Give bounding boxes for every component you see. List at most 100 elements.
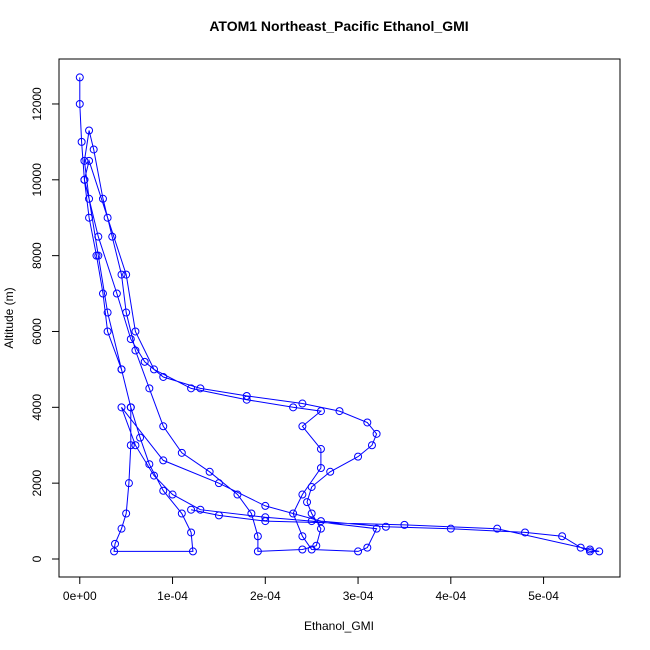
point (214, 511, 223, 520)
point (298, 422, 307, 431)
point (103, 327, 112, 336)
point (117, 365, 126, 374)
point (168, 490, 177, 499)
point (446, 524, 455, 533)
x-tick-label: 5e-04 (528, 589, 559, 603)
point (136, 433, 145, 442)
x-axis-label: Ethanol_GMI (304, 619, 374, 633)
point (85, 213, 94, 222)
chart-title: ATOM1 Northeast_Pacific Ethanol_GMI (209, 18, 468, 34)
point (149, 471, 158, 480)
y-tick-label: 8000 (30, 242, 44, 269)
point (187, 505, 196, 514)
point (85, 156, 94, 165)
point (117, 270, 126, 279)
profile-line (79, 77, 600, 552)
point (521, 528, 530, 537)
point (124, 479, 133, 488)
x-tick-label: 1e-04 (157, 589, 188, 603)
point (326, 467, 335, 476)
point (289, 509, 298, 518)
point (77, 137, 86, 146)
point (80, 175, 89, 184)
x-tick-label: 4e-04 (435, 589, 466, 603)
point (316, 445, 325, 454)
point (131, 441, 140, 450)
point (316, 407, 325, 416)
y-tick-label: 6000 (30, 318, 44, 345)
point (80, 156, 89, 165)
point (493, 524, 502, 533)
y-tick-label: 0 (30, 555, 44, 562)
point (75, 99, 84, 108)
point (75, 73, 84, 82)
point (595, 547, 604, 556)
point (117, 524, 126, 533)
point (298, 545, 307, 554)
point (177, 448, 186, 457)
point (159, 372, 168, 381)
point (316, 463, 325, 472)
point (122, 270, 131, 279)
point (298, 490, 307, 499)
point (400, 520, 409, 529)
point (307, 545, 316, 554)
point (307, 482, 316, 491)
point (159, 486, 168, 495)
plot-frame (58, 58, 621, 578)
point (187, 384, 196, 393)
point (335, 407, 344, 416)
point (558, 532, 567, 541)
y-tick-label: 10000 (30, 163, 44, 197)
point (261, 517, 270, 526)
y-tick-label: 4000 (30, 394, 44, 421)
point (307, 509, 316, 518)
point (253, 547, 262, 556)
point (196, 505, 205, 514)
x-tick-label: 0e+00 (63, 589, 97, 603)
point (103, 213, 112, 222)
point (145, 460, 154, 469)
point (94, 232, 103, 241)
x-tick-label: 2e-04 (250, 589, 281, 603)
point (126, 403, 135, 412)
point (372, 429, 381, 438)
point (298, 532, 307, 541)
point (98, 289, 107, 298)
point (122, 308, 131, 317)
point (381, 522, 390, 531)
point (117, 403, 126, 412)
point (247, 509, 256, 518)
point (205, 467, 214, 476)
point (196, 384, 205, 393)
point (108, 232, 117, 241)
y-tick-label: 2000 (30, 469, 44, 496)
point (585, 545, 594, 554)
point (242, 395, 251, 404)
x-tick-label: 3e-04 (343, 589, 374, 603)
point (187, 528, 196, 537)
point (354, 452, 363, 461)
point (159, 456, 168, 465)
point (85, 194, 94, 203)
point (316, 517, 325, 526)
point (253, 532, 262, 541)
point (242, 391, 251, 400)
point (289, 403, 298, 412)
point (131, 327, 140, 336)
point (126, 335, 135, 344)
point (103, 308, 112, 317)
point (188, 547, 197, 556)
point (89, 145, 98, 154)
y-tick-label: 12000 (30, 87, 44, 121)
y-axis-label: Altitude (m) (2, 287, 16, 348)
point (85, 126, 94, 135)
point (126, 441, 135, 450)
point (372, 524, 381, 533)
point (177, 509, 186, 518)
point (111, 539, 120, 548)
point (303, 498, 312, 507)
point (367, 441, 376, 450)
point (214, 479, 223, 488)
